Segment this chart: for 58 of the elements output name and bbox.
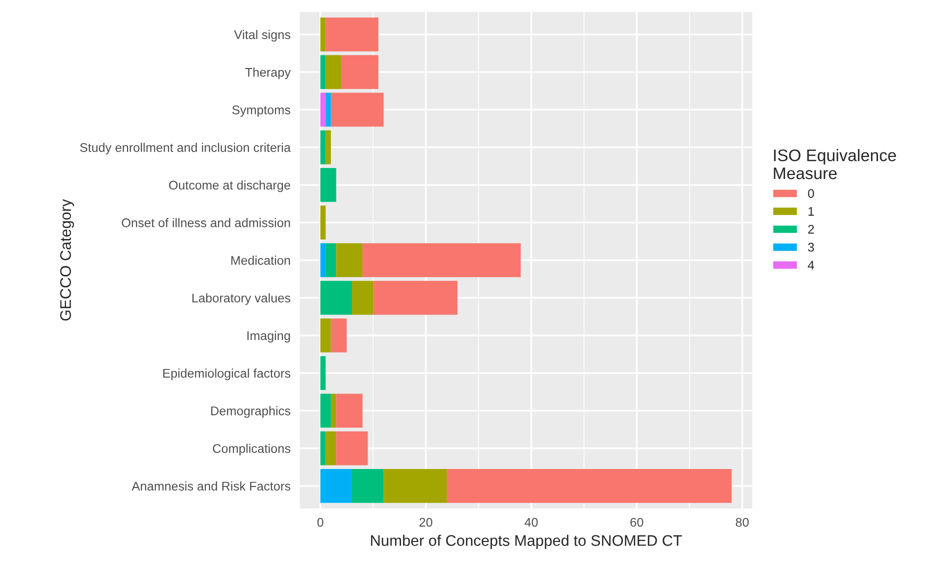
legend-title: ISO Equivalence Measure bbox=[774, 149, 896, 180]
bar bbox=[330, 92, 384, 127]
bar bbox=[384, 468, 447, 503]
bar bbox=[320, 206, 326, 240]
bar bbox=[320, 55, 326, 89]
x-tick-label: 40 bbox=[524, 518, 538, 527]
y-tick-label: Symptoms bbox=[232, 105, 290, 117]
bar bbox=[336, 394, 363, 428]
bar bbox=[326, 55, 342, 89]
legend-label: 1 bbox=[808, 207, 814, 216]
y-tick-label: Imaging bbox=[247, 330, 290, 343]
legend-label: 2 bbox=[808, 224, 814, 234]
bar bbox=[320, 130, 326, 164]
bar bbox=[320, 280, 352, 315]
bar bbox=[326, 92, 331, 127]
bar bbox=[362, 243, 521, 278]
bar bbox=[326, 243, 336, 278]
bar bbox=[352, 468, 384, 503]
bar bbox=[446, 468, 732, 503]
x-axis-title: Number of Concepts Mapped to SNOMED CT bbox=[371, 534, 682, 549]
bar bbox=[320, 168, 336, 202]
x-tick-label: 60 bbox=[630, 518, 644, 527]
y-tick-label: Complications bbox=[212, 444, 290, 456]
y-tick-label: Onset of illness and admission bbox=[122, 218, 290, 228]
y-tick-label: Demographics bbox=[211, 406, 290, 418]
bar bbox=[326, 431, 336, 466]
bar bbox=[320, 356, 326, 390]
legend-label: 4 bbox=[808, 260, 814, 270]
bar bbox=[373, 280, 458, 315]
y-tick-label: Study enrollment and inclusion criteria bbox=[80, 142, 291, 154]
y-tick-label: Therapy bbox=[245, 68, 291, 80]
bar bbox=[320, 468, 352, 503]
bar bbox=[326, 130, 331, 164]
bar bbox=[320, 431, 326, 466]
legend-label: 0 bbox=[808, 189, 814, 198]
bar bbox=[352, 280, 374, 315]
y-tick-label: Epidemiological factors bbox=[163, 368, 290, 380]
bar bbox=[320, 318, 331, 352]
legend-label: 3 bbox=[808, 242, 814, 252]
x-tick-label: 80 bbox=[736, 518, 749, 527]
y-tick-label: Outcome at discharge bbox=[169, 180, 290, 192]
bar bbox=[330, 318, 347, 352]
y-tick-label: Anamnesis and Risk Factors bbox=[132, 481, 290, 491]
bar bbox=[336, 431, 368, 466]
y-tick-label: Medication bbox=[231, 256, 290, 265]
bar bbox=[330, 394, 336, 428]
bar bbox=[336, 243, 363, 278]
y-axis-title: GECCO Category bbox=[60, 199, 74, 321]
y-tick-label: Vital signs bbox=[234, 30, 290, 42]
bar bbox=[320, 18, 326, 52]
bar bbox=[320, 243, 326, 278]
bar bbox=[320, 92, 326, 127]
x-tick-label: 0 bbox=[317, 518, 324, 527]
bar bbox=[320, 394, 331, 428]
bar bbox=[341, 55, 378, 89]
x-tick-label: 20 bbox=[419, 518, 432, 527]
y-tick-label: Laboratory values bbox=[192, 293, 290, 305]
bar bbox=[326, 18, 378, 52]
